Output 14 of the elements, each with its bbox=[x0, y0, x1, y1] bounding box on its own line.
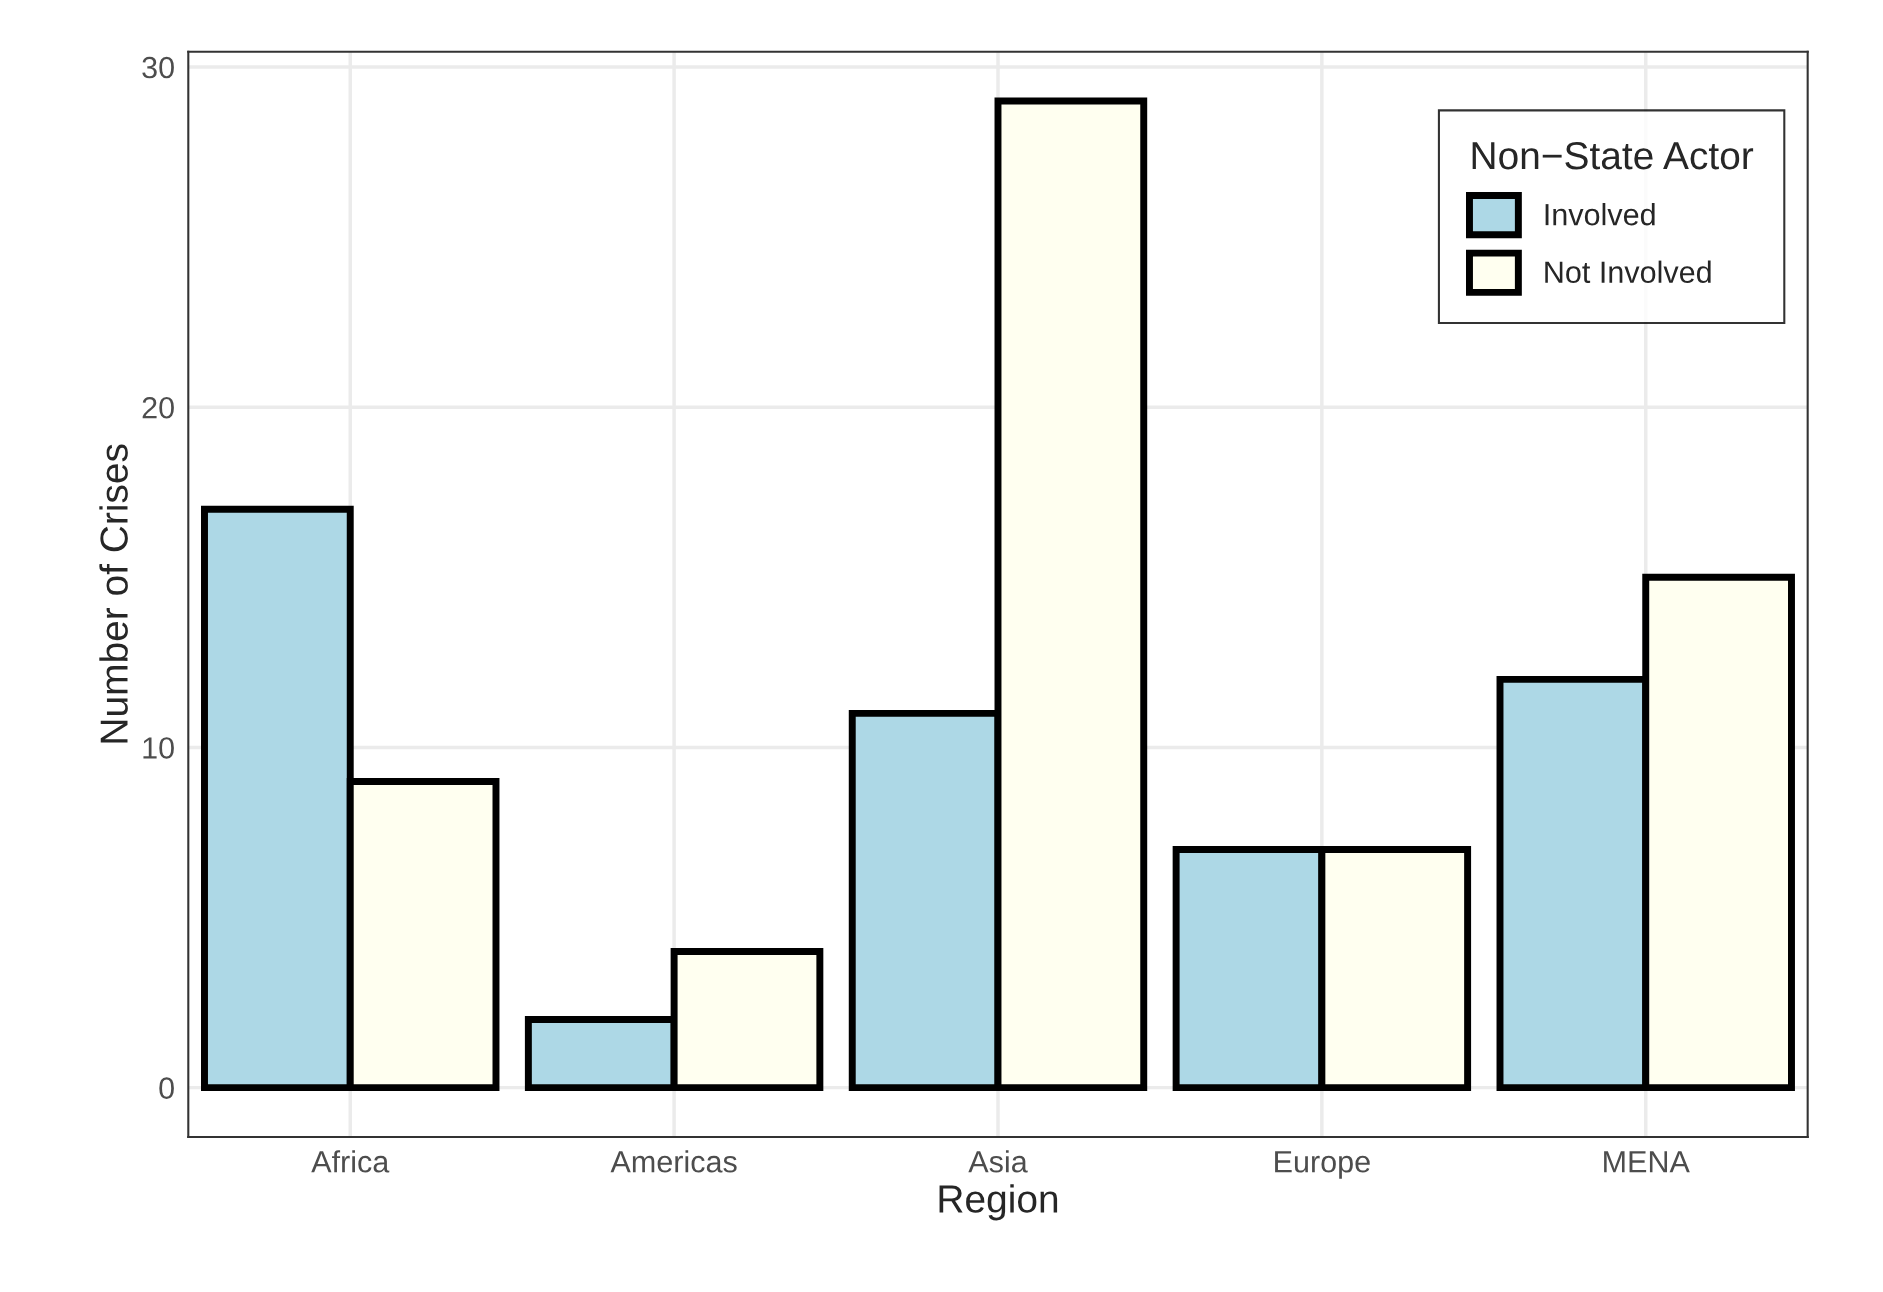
x-tick-label: Americas bbox=[610, 1150, 737, 1173]
x-tick-label: Asia bbox=[968, 1150, 1028, 1173]
y-tick-label: 30 bbox=[142, 56, 174, 79]
x-tick-label: Europe bbox=[1275, 1151, 1370, 1179]
x-tick-label: MENA bbox=[1604, 1151, 1690, 1173]
legend-label: Not Involved bbox=[1545, 260, 1711, 284]
y-tick-label: 10 bbox=[143, 737, 174, 759]
legend-title: Non−State Actor bbox=[1472, 141, 1754, 170]
y-axis-title: Number of Crises bbox=[99, 444, 128, 743]
y-tick-label: 20 bbox=[142, 396, 174, 419]
x-axis-title: Region bbox=[939, 1184, 1058, 1221]
legend-label: Involved bbox=[1545, 203, 1655, 226]
y-tick-label: 0 bbox=[159, 1077, 174, 1099]
x-tick-label: Africa bbox=[311, 1150, 390, 1173]
